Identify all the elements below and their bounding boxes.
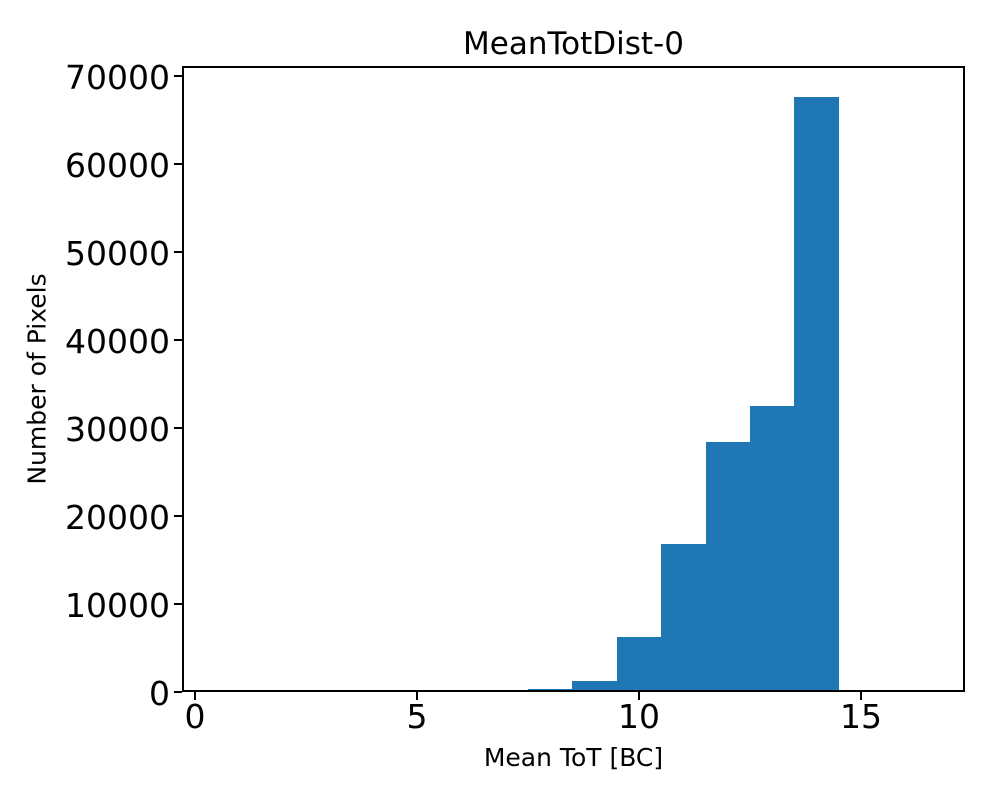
- x-tick-label: 15: [840, 697, 882, 736]
- histogram-bar: [528, 689, 573, 692]
- y-tick-mark: [174, 74, 182, 77]
- y-tick-label: 50000: [65, 233, 170, 273]
- histogram-bar: [616, 636, 662, 692]
- x-tick-mark: [638, 692, 640, 700]
- y-tick-label: 10000: [65, 586, 170, 625]
- histogram-bar: [750, 405, 795, 692]
- x-tick-mark: [194, 692, 196, 700]
- x-tick-label: 10: [618, 697, 660, 736]
- y-tick-label: 20000: [65, 497, 170, 537]
- x-tick-label: 5: [406, 697, 428, 736]
- x-tick-mark: [416, 692, 418, 700]
- x-tick-label: 0: [184, 697, 206, 736]
- y-tick-mark: [174, 338, 182, 341]
- chart-title: MeanTotDist-0: [463, 26, 684, 62]
- y-tick-label: 30000: [65, 409, 170, 449]
- y-tick-mark: [174, 426, 182, 429]
- y-tick-mark: [174, 250, 182, 253]
- y-tick-label: 70000: [65, 57, 170, 97]
- y-tick-label: 60000: [65, 145, 170, 185]
- x-axis-label: Mean ToT [BC]: [483, 743, 664, 772]
- histogram-bar: [705, 442, 750, 692]
- histogram-bar: [794, 96, 839, 692]
- x-tick-mark: [860, 692, 862, 700]
- plot-area: [182, 66, 965, 692]
- histogram-bar: [661, 544, 706, 692]
- y-tick-mark: [174, 691, 182, 693]
- y-tick-label: 0: [149, 674, 170, 713]
- y-tick-mark: [174, 162, 182, 165]
- y-tick-label: 40000: [65, 321, 170, 361]
- y-axis-label: Number of Pixels: [22, 273, 52, 485]
- histogram-bar: [572, 680, 617, 692]
- axes-spines: [182, 66, 965, 692]
- y-tick-mark: [174, 603, 182, 605]
- y-tick-mark: [174, 514, 182, 517]
